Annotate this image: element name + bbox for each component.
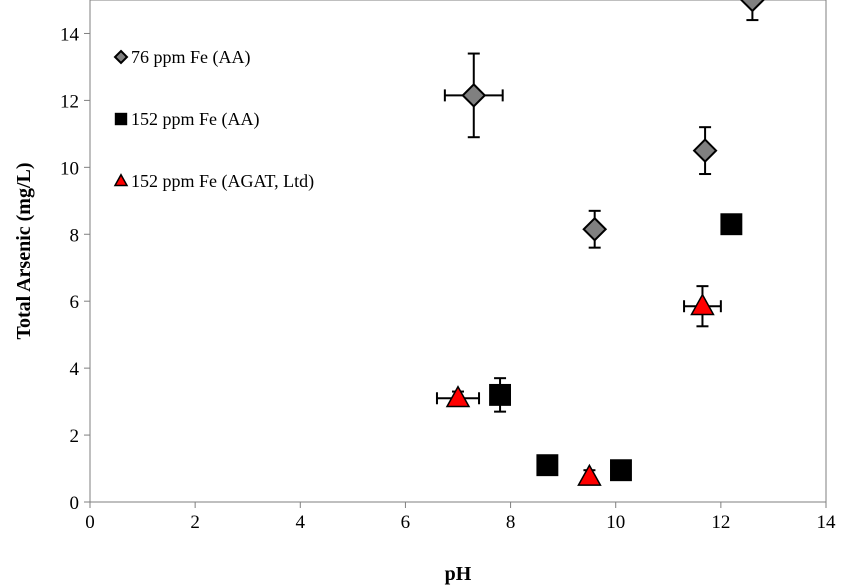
data-point-diamond [692,138,718,164]
y-tick-label: 12 [60,91,79,112]
data-point-square [610,459,632,482]
data-point-square [536,454,559,477]
y-axis-label: Total Arsenic (mg/L) [13,162,35,339]
x-axis-label: pH [445,563,472,585]
legend-marker-square [114,112,128,126]
x-tick-label: 14 [817,512,837,533]
x-tick-label: 12 [711,512,730,533]
y-tick-label: 10 [60,158,79,179]
y-tick-label: 8 [70,225,80,246]
data-point-diamond [582,216,608,242]
data-point-diamond [461,82,487,108]
data-point-triangle [445,385,471,408]
x-tick-label: 2 [190,512,200,533]
error-bars [435,0,759,485]
plot-frame [89,0,827,503]
data-point-diamond [739,0,765,13]
y-tick-label: 6 [70,292,80,313]
x-tick-label: 4 [296,512,306,533]
legend-entry: 152 ppm Fe (AA) [131,109,260,130]
legend-entry: 152 ppm Fe (AGAT, Ltd) [131,171,314,192]
y-tick-label: 14 [60,24,80,45]
data-point-triangle [690,293,715,316]
legend: 76 ppm Fe (AA) 152 ppm Fe (AA) 152 ppm Fe … [113,47,314,192]
legend-entry: 76 ppm Fe (AA) [131,47,251,68]
data-point-square [720,213,743,236]
axes: 0 2 4 6 8 10 12 14 0 2 4 6 8 10 12 14 [60,24,836,533]
data-markers [445,0,765,486]
x-tick-label: 8 [506,512,516,533]
data-point-triangle [577,463,602,486]
y-tick-label: 4 [70,359,80,380]
y-tick-label: 2 [70,426,80,447]
legend-marker-diamond [113,49,129,65]
legend-marker-triangle [113,173,129,187]
x-tick-label: 0 [85,512,95,533]
y-tick-label: 0 [70,493,80,514]
x-tick-label: 6 [401,512,411,533]
data-point-square [489,383,512,406]
x-tick-label: 10 [606,512,625,533]
